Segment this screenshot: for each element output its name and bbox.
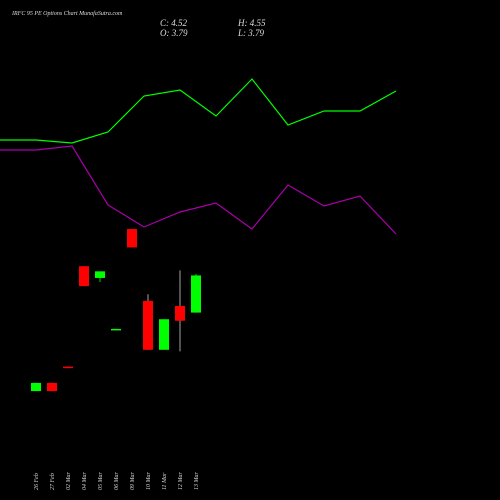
x-tick-label: 26 Feb [34,473,40,490]
candle-body [79,266,89,287]
candle-body [159,319,169,350]
x-tick-label: 02 Mar [66,472,72,490]
ohlc-label: C: 4.52 [160,18,188,28]
candle-body [175,305,185,321]
x-tick-label: 13 Mar [194,472,200,490]
candle-body [63,366,73,369]
x-tick-label: 04 Mar [81,472,88,490]
candle-body [127,229,137,248]
ohlc-label: L: 3.79 [237,28,265,38]
line-series [0,78,397,144]
candle-body [31,382,41,392]
ohlc-label: O: 3.79 [160,28,188,38]
candle-body [95,271,105,278]
candle-body [191,275,201,313]
x-tick-label: 09 Mar [130,472,136,490]
line-series [0,145,397,235]
candle-body [143,300,153,350]
x-tick-label: 10 Mar [146,472,152,490]
x-tick-label: 06 Mar [114,472,120,490]
chart-title: IRFC 95 PE Options Chart MunafaSutra.com [11,10,123,17]
x-tick-label: 11 Mar [162,472,168,490]
candle-body [111,328,121,331]
candle-body [47,382,57,392]
x-tick-label: 27 Feb [50,473,56,490]
x-tick-label: 05 Mar [98,472,104,490]
ohlc-label: H: 4.55 [237,18,266,28]
x-tick-label: 12 Mar [178,472,184,490]
